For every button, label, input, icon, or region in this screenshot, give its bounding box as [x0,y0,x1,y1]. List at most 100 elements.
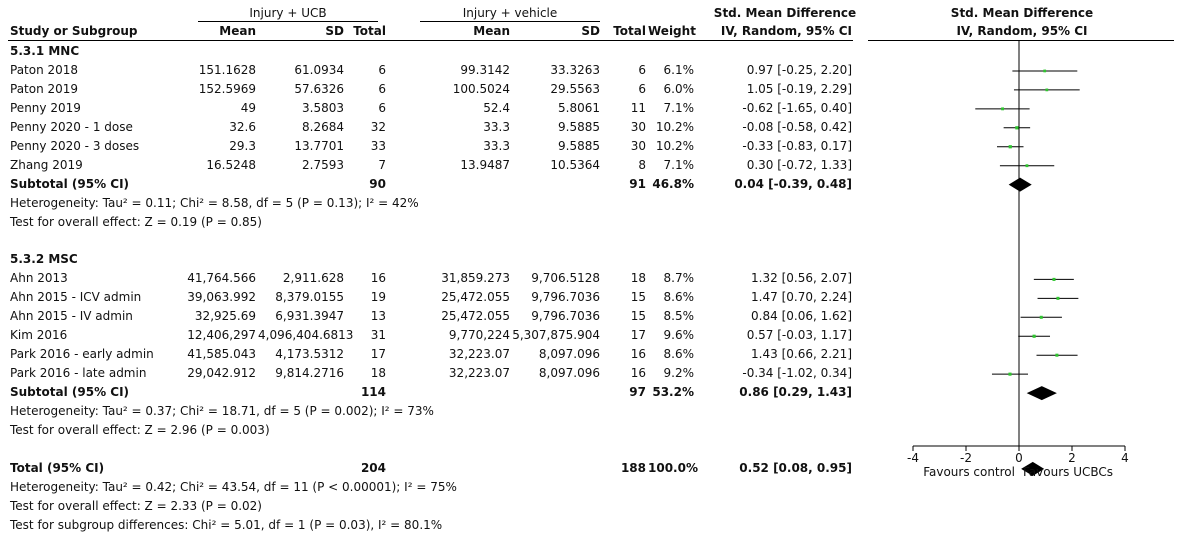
total-ucb: 19 [370,290,386,305]
subtotal-weight: 53.2% [652,385,694,400]
point-estimate [1015,126,1019,130]
pooled-diamond [1026,386,1057,401]
ci: 0.84 [0.06, 1.62] [751,309,852,324]
weight: 9.2% [663,366,695,381]
statistics-text: Heterogeneity: Tau² = 0.42; Chi² = 43.54… [10,479,457,494]
mean-ucb: 32.6 [229,119,256,134]
study-name: Park 2016 - early admin [10,347,154,362]
total-vehicle: 11 [630,100,646,115]
total-vehicle: 30 [630,119,646,134]
mean-ucb: 151.1628 [198,62,256,77]
weight: 8.7% [663,271,695,286]
total-vehicle: 16 [630,366,646,381]
point-estimate [1025,164,1029,168]
subgroup-header: 5.3.2 MSC [10,252,78,267]
total-vehicle: 30 [630,138,646,153]
sd-vehicle: 5,307,875.904 [512,328,600,343]
study-name: Paton 2018 [10,62,79,77]
subtotal-total-vehicle: 91 [629,176,646,191]
subtotal-study-name: Subtotal (95% CI) [10,176,130,191]
subtotal-total-vehicle: 97 [629,385,646,400]
mean-vehicle: 31,859.273 [441,271,510,286]
study-name: Kim 2016 [10,328,68,343]
x-tick-label: 4 [1121,451,1129,465]
ci: -0.08 [-0.58, 0.42] [742,119,852,134]
subgroup-header: 5.3.1 MNC [10,44,80,58]
point-estimate [1055,353,1059,357]
mean-vehicle: 100.5024 [452,81,510,96]
total-vehicle: 15 [630,290,646,305]
point-estimate [1045,88,1049,92]
sd-vehicle: 33.3263 [550,62,600,77]
sd-vehicle: 9.5885 [558,119,600,134]
total-ucb: 18 [370,366,386,381]
mean-ucb: 41,585.043 [187,347,256,362]
col-ci: IV, Random, 95% CI [720,24,852,38]
mean-vehicle: 9,770,224 [448,328,510,343]
point-estimate [1001,107,1004,111]
subtotal-ci: 0.04 [-0.39, 0.48] [734,176,852,191]
ci: -0.33 [-0.83, 0.17] [742,138,852,153]
weight: 10.2% [655,138,694,153]
total-vehicle: 15 [630,309,646,324]
ci: 1.05 [-0.19, 2.29] [746,81,852,96]
col-total1: Total [353,24,386,38]
point-estimate [1052,277,1056,281]
group1-underline [198,21,378,22]
sd-vehicle: 9,796.7036 [531,309,600,324]
total-vehicle: 16 [630,347,646,362]
total-ucb: 17 [370,347,386,362]
total-vehicle: 8 [638,157,646,172]
x-tick-label: -2 [960,451,972,465]
plot-subtitle: IV, Random, 95% CI [956,24,1088,38]
point-estimate [1008,372,1012,376]
sd-ucb: 13.7701 [294,138,344,153]
weight: 8.6% [663,347,695,362]
sd-vehicle: 9,796.7036 [531,290,600,305]
pooled-diamond [1008,177,1032,192]
total-ucb: 6 [378,62,386,77]
ci: 1.47 [0.70, 2.24] [751,290,852,305]
total-ucb: 7 [378,157,386,172]
statistics-text: Test for overall effect: Z = 2.33 (P = 0… [10,498,262,513]
sd-ucb: 2.7593 [302,157,344,172]
favours-control-label: Favours control [923,465,1015,479]
subtotal-weight: 46.8% [652,176,694,191]
total-ucb: 13 [370,309,386,324]
weight: 6.0% [663,81,695,96]
study-name: Paton 2019 [10,81,79,96]
col-weight: Weight [648,24,696,38]
point-estimate [1032,334,1036,338]
study-name: Zhang 2019 [10,157,83,172]
statistics-text: Heterogeneity: Tau² = 0.11; Chi² = 8.58,… [10,195,419,210]
study-name: Penny 2019 [10,100,81,115]
total-ucb: 32 [370,119,386,134]
x-tick-label: 2 [1068,451,1076,465]
group2-header: Injury + vehicle [462,6,558,20]
sd-vehicle: 9,706.5128 [531,271,600,286]
subtotal-total-ucb: 90 [369,176,386,191]
sd-ucb: 57.6326 [294,81,344,96]
plot-header: Std. Mean Difference [950,6,1094,20]
study-name: Penny 2020 - 3 doses [10,138,140,153]
subtotal-weight: 100.0% [648,460,698,475]
mean-ucb: 39,063.992 [187,290,256,305]
mean-vehicle: 13.9487 [460,157,510,172]
total-vehicle: 6 [638,81,646,96]
point-estimate [1056,296,1060,300]
mean-ucb: 32,925.69 [194,309,256,324]
col-mean2: Mean [473,24,510,38]
statistics-text: Test for subgroup differences: Chi² = 5.… [10,517,443,532]
mean-vehicle: 33.3 [483,119,510,134]
x-tick-label: 0 [1015,451,1023,465]
mean-ucb: 29.3 [229,138,256,153]
total-vehicle: 18 [630,271,646,286]
mean-ucb: 12,406,297 [187,328,256,343]
statistics-text: Test for overall effect: Z = 2.96 (P = 0… [10,423,270,437]
sd-ucb: 4,096,404.6813 [258,328,354,343]
table-header-rule [8,40,853,41]
ci: 1.43 [0.66, 2.21] [751,347,852,362]
statistics-text: Test for overall effect: Z = 0.19 (P = 0… [10,214,262,229]
weight: 7.1% [663,157,695,172]
total-ucb: 16 [370,271,386,286]
